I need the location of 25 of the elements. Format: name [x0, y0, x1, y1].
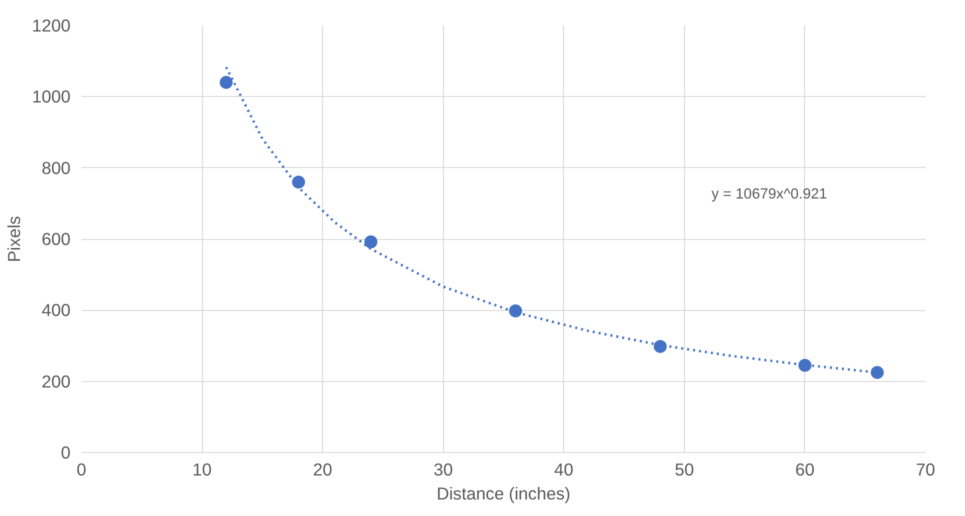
x-tick-label: 30 [434, 460, 453, 480]
point [654, 340, 667, 353]
y-tick-label: 600 [42, 229, 71, 249]
point [220, 76, 233, 89]
annotation: y = 10679x^0.921 [712, 186, 828, 202]
y-tick-label: 1200 [32, 16, 71, 36]
x-axis-title: Distance (inches) [436, 484, 570, 504]
x-tick-label: 70 [916, 460, 936, 480]
point [364, 235, 378, 248]
y-axis-title: Pixels [4, 216, 24, 262]
x-tick-label: 60 [795, 460, 815, 480]
x-tick-label: 50 [674, 460, 694, 480]
point [509, 304, 522, 318]
point [292, 176, 306, 189]
x-tick-label: 0 [76, 460, 86, 480]
point [870, 366, 884, 379]
x-tick-label: 40 [554, 460, 574, 480]
y-tick-label: 800 [42, 158, 71, 178]
y-tick-label: 400 [42, 300, 71, 320]
x-tick-label: 20 [313, 460, 332, 480]
point [798, 358, 812, 372]
y-tick-label: 1000 [32, 86, 71, 107]
y-tick-label: 0 [60, 442, 71, 462]
y-tick-label: 200 [42, 371, 71, 392]
x-tick-label: 10 [192, 460, 212, 480]
